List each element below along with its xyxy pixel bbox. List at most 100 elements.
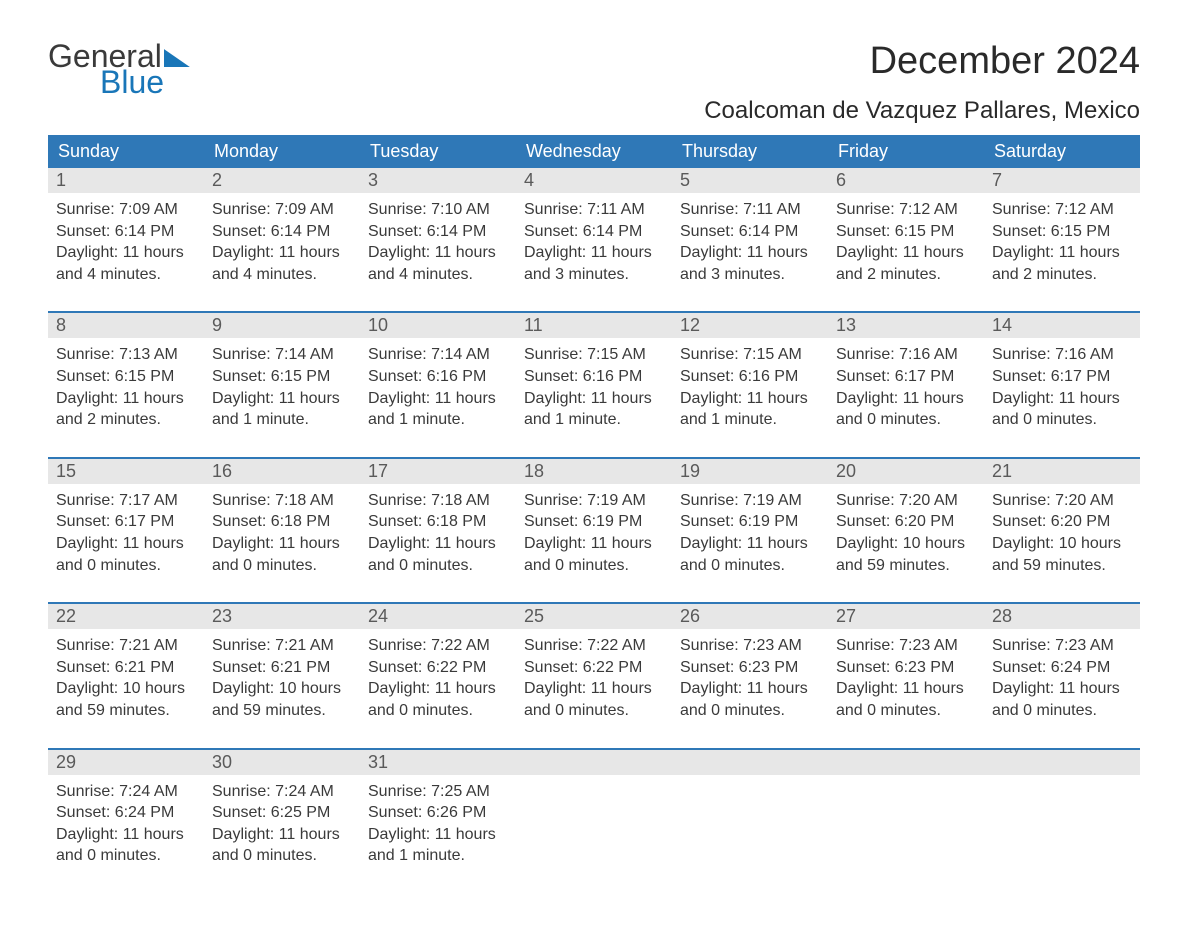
sunrise-text: Sunrise: 7:22 AM bbox=[524, 635, 664, 657]
day-number: 16 bbox=[204, 459, 360, 484]
daylight-text: and 1 minute. bbox=[368, 409, 508, 431]
week-body: Sunrise: 7:17 AMSunset: 6:17 PMDaylight:… bbox=[48, 484, 1140, 594]
sunset-text: Sunset: 6:24 PM bbox=[56, 802, 196, 824]
week-body: Sunrise: 7:09 AMSunset: 6:14 PMDaylight:… bbox=[48, 193, 1140, 303]
day-number: 7 bbox=[984, 168, 1140, 193]
sunset-text: Sunset: 6:16 PM bbox=[680, 366, 820, 388]
week-body: Sunrise: 7:21 AMSunset: 6:21 PMDaylight:… bbox=[48, 629, 1140, 739]
daylight-text: Daylight: 11 hours bbox=[368, 824, 508, 846]
daylight-text: Daylight: 11 hours bbox=[212, 533, 352, 555]
sunrise-text: Sunrise: 7:10 AM bbox=[368, 199, 508, 221]
day-cell: Sunrise: 7:09 AMSunset: 6:14 PMDaylight:… bbox=[204, 193, 360, 303]
sunrise-text: Sunrise: 7:21 AM bbox=[56, 635, 196, 657]
daylight-text: and 3 minutes. bbox=[524, 264, 664, 286]
daylight-text: and 0 minutes. bbox=[836, 409, 976, 431]
month-title: December 2024 bbox=[704, 40, 1140, 83]
sunrise-text: Sunrise: 7:24 AM bbox=[56, 781, 196, 803]
day-number: 11 bbox=[516, 313, 672, 338]
day-cell: Sunrise: 7:11 AMSunset: 6:14 PMDaylight:… bbox=[516, 193, 672, 303]
day-number: 10 bbox=[360, 313, 516, 338]
day-cell: Sunrise: 7:24 AMSunset: 6:24 PMDaylight:… bbox=[48, 775, 204, 885]
daylight-text: Daylight: 11 hours bbox=[680, 242, 820, 264]
sunrise-text: Sunrise: 7:17 AM bbox=[56, 490, 196, 512]
dayname: Friday bbox=[828, 135, 984, 168]
dayname: Monday bbox=[204, 135, 360, 168]
day-number: 28 bbox=[984, 604, 1140, 629]
daylight-text: Daylight: 11 hours bbox=[56, 388, 196, 410]
day-cell: Sunrise: 7:21 AMSunset: 6:21 PMDaylight:… bbox=[48, 629, 204, 739]
day-cell: Sunrise: 7:19 AMSunset: 6:19 PMDaylight:… bbox=[672, 484, 828, 594]
day-cell: Sunrise: 7:19 AMSunset: 6:19 PMDaylight:… bbox=[516, 484, 672, 594]
sunset-text: Sunset: 6:14 PM bbox=[212, 221, 352, 243]
daylight-text: and 0 minutes. bbox=[56, 845, 196, 867]
sunset-text: Sunset: 6:26 PM bbox=[368, 802, 508, 824]
day-number: 22 bbox=[48, 604, 204, 629]
day-cell: Sunrise: 7:15 AMSunset: 6:16 PMDaylight:… bbox=[672, 338, 828, 448]
sunrise-text: Sunrise: 7:23 AM bbox=[836, 635, 976, 657]
sunset-text: Sunset: 6:17 PM bbox=[56, 511, 196, 533]
daynum-bar: 22232425262728 bbox=[48, 604, 1140, 629]
day-number: 26 bbox=[672, 604, 828, 629]
day-number: 1 bbox=[48, 168, 204, 193]
week-body: Sunrise: 7:24 AMSunset: 6:24 PMDaylight:… bbox=[48, 775, 1140, 885]
sunrise-text: Sunrise: 7:18 AM bbox=[212, 490, 352, 512]
daylight-text: Daylight: 11 hours bbox=[524, 388, 664, 410]
day-cell: Sunrise: 7:25 AMSunset: 6:26 PMDaylight:… bbox=[360, 775, 516, 885]
sunset-text: Sunset: 6:14 PM bbox=[56, 221, 196, 243]
dayname: Thursday bbox=[672, 135, 828, 168]
sunrise-text: Sunrise: 7:23 AM bbox=[992, 635, 1132, 657]
daylight-text: Daylight: 11 hours bbox=[680, 533, 820, 555]
sunrise-text: Sunrise: 7:24 AM bbox=[212, 781, 352, 803]
day-cell: Sunrise: 7:21 AMSunset: 6:21 PMDaylight:… bbox=[204, 629, 360, 739]
day-cell: Sunrise: 7:13 AMSunset: 6:15 PMDaylight:… bbox=[48, 338, 204, 448]
day-cell: Sunrise: 7:23 AMSunset: 6:24 PMDaylight:… bbox=[984, 629, 1140, 739]
daylight-text: Daylight: 11 hours bbox=[212, 824, 352, 846]
week-row: 1234567Sunrise: 7:09 AMSunset: 6:14 PMDa… bbox=[48, 168, 1140, 303]
day-number: 15 bbox=[48, 459, 204, 484]
daylight-text: and 2 minutes. bbox=[992, 264, 1132, 286]
sunset-text: Sunset: 6:15 PM bbox=[56, 366, 196, 388]
day-cell: Sunrise: 7:20 AMSunset: 6:20 PMDaylight:… bbox=[828, 484, 984, 594]
daylight-text: Daylight: 10 hours bbox=[992, 533, 1132, 555]
daylight-text: and 0 minutes. bbox=[368, 555, 508, 577]
daylight-text: Daylight: 11 hours bbox=[368, 678, 508, 700]
week-row: 22232425262728Sunrise: 7:21 AMSunset: 6:… bbox=[48, 602, 1140, 739]
dayname: Saturday bbox=[984, 135, 1140, 168]
day-cell: Sunrise: 7:15 AMSunset: 6:16 PMDaylight:… bbox=[516, 338, 672, 448]
daylight-text: and 0 minutes. bbox=[680, 700, 820, 722]
day-cell: Sunrise: 7:11 AMSunset: 6:14 PMDaylight:… bbox=[672, 193, 828, 303]
daylight-text: Daylight: 11 hours bbox=[56, 533, 196, 555]
sunrise-text: Sunrise: 7:13 AM bbox=[56, 344, 196, 366]
sunrise-text: Sunrise: 7:12 AM bbox=[836, 199, 976, 221]
day-cell: Sunrise: 7:20 AMSunset: 6:20 PMDaylight:… bbox=[984, 484, 1140, 594]
day-number: 29 bbox=[48, 750, 204, 775]
sunrise-text: Sunrise: 7:19 AM bbox=[680, 490, 820, 512]
sunrise-text: Sunrise: 7:15 AM bbox=[524, 344, 664, 366]
week-row: 891011121314Sunrise: 7:13 AMSunset: 6:15… bbox=[48, 311, 1140, 448]
day-number: 8 bbox=[48, 313, 204, 338]
sunrise-text: Sunrise: 7:15 AM bbox=[680, 344, 820, 366]
day-number: 9 bbox=[204, 313, 360, 338]
sunset-text: Sunset: 6:19 PM bbox=[680, 511, 820, 533]
daylight-text: and 1 minute. bbox=[680, 409, 820, 431]
dayname: Sunday bbox=[48, 135, 204, 168]
daylight-text: Daylight: 11 hours bbox=[524, 533, 664, 555]
daylight-text: Daylight: 10 hours bbox=[212, 678, 352, 700]
sunrise-text: Sunrise: 7:20 AM bbox=[836, 490, 976, 512]
dayname: Tuesday bbox=[360, 135, 516, 168]
page-header: General Blue December 2024 Coalcoman de … bbox=[48, 40, 1140, 125]
daylight-text: and 1 minute. bbox=[368, 845, 508, 867]
sunrise-text: Sunrise: 7:09 AM bbox=[56, 199, 196, 221]
daylight-text: Daylight: 11 hours bbox=[212, 242, 352, 264]
sunrise-text: Sunrise: 7:11 AM bbox=[680, 199, 820, 221]
daylight-text: Daylight: 11 hours bbox=[368, 388, 508, 410]
sunset-text: Sunset: 6:23 PM bbox=[680, 657, 820, 679]
day-number: 21 bbox=[984, 459, 1140, 484]
daynum-bar: 1234567 bbox=[48, 168, 1140, 193]
sunrise-text: Sunrise: 7:23 AM bbox=[680, 635, 820, 657]
sunrise-text: Sunrise: 7:21 AM bbox=[212, 635, 352, 657]
daylight-text: Daylight: 11 hours bbox=[992, 388, 1132, 410]
daylight-text: Daylight: 11 hours bbox=[680, 388, 820, 410]
sunrise-text: Sunrise: 7:12 AM bbox=[992, 199, 1132, 221]
sunrise-text: Sunrise: 7:14 AM bbox=[368, 344, 508, 366]
